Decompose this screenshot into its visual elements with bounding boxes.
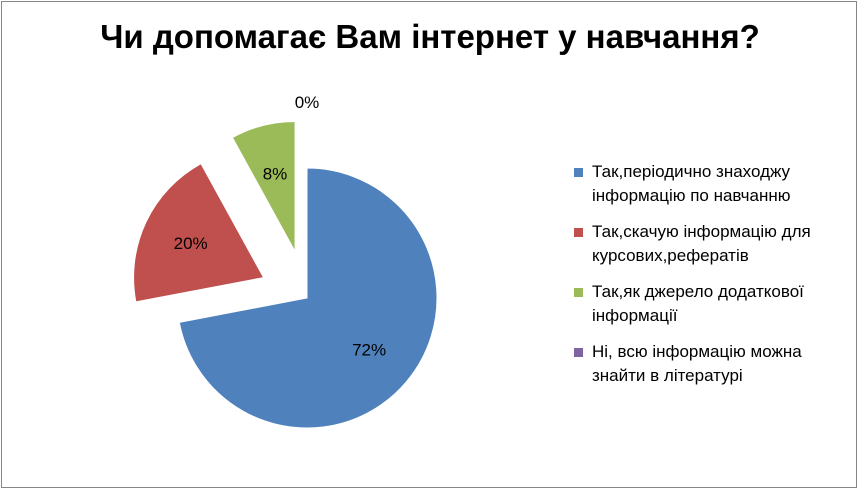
data-label-additional: 8%	[263, 164, 288, 183]
slice-periodic	[178, 167, 438, 429]
legend: Так,періодично знаходжу інформацію по на…	[574, 160, 854, 400]
legend-label-periodic-line2: інформацію по навчанню	[592, 186, 791, 205]
data-label-literature: 0%	[295, 93, 320, 112]
chart-title: Чи допомагає Вам інтернет у навчання?	[100, 18, 760, 55]
legend-label-additional-line2: інформації	[592, 306, 678, 325]
legend-label-download-line1: Так,скачую інформацію для	[592, 222, 811, 241]
legend-label-additional-line1: Так,як джерело додаткової	[592, 282, 804, 301]
data-label-download: 20%	[174, 234, 208, 253]
legend-label-literature-line2: знайти в літературі	[592, 366, 743, 385]
legend-label-literature-line1: Ні, всю інформацію можна	[592, 342, 802, 361]
slice-additional	[231, 121, 296, 252]
legend-item-literature: Ні, всю інформацію можна знайти в літера…	[574, 340, 854, 388]
legend-item-additional: Так,як джерело додаткової інформації	[574, 280, 854, 328]
legend-swatch-blue	[574, 168, 583, 177]
legend-item-download: Так,скачую інформацію для курсових,рефер…	[574, 220, 854, 268]
legend-item-periodic: Так,періодично знаходжу інформацію по на…	[574, 160, 854, 208]
legend-label-periodic-line1: Так,періодично знаходжу	[592, 162, 791, 181]
slice-download	[133, 162, 265, 303]
legend-swatch-purple	[574, 348, 583, 357]
legend-swatch-red	[574, 228, 583, 237]
legend-label-download-line2: курсових,рефератів	[592, 246, 749, 265]
legend-swatch-green	[574, 288, 583, 297]
data-label-periodic: 72%	[352, 340, 386, 359]
